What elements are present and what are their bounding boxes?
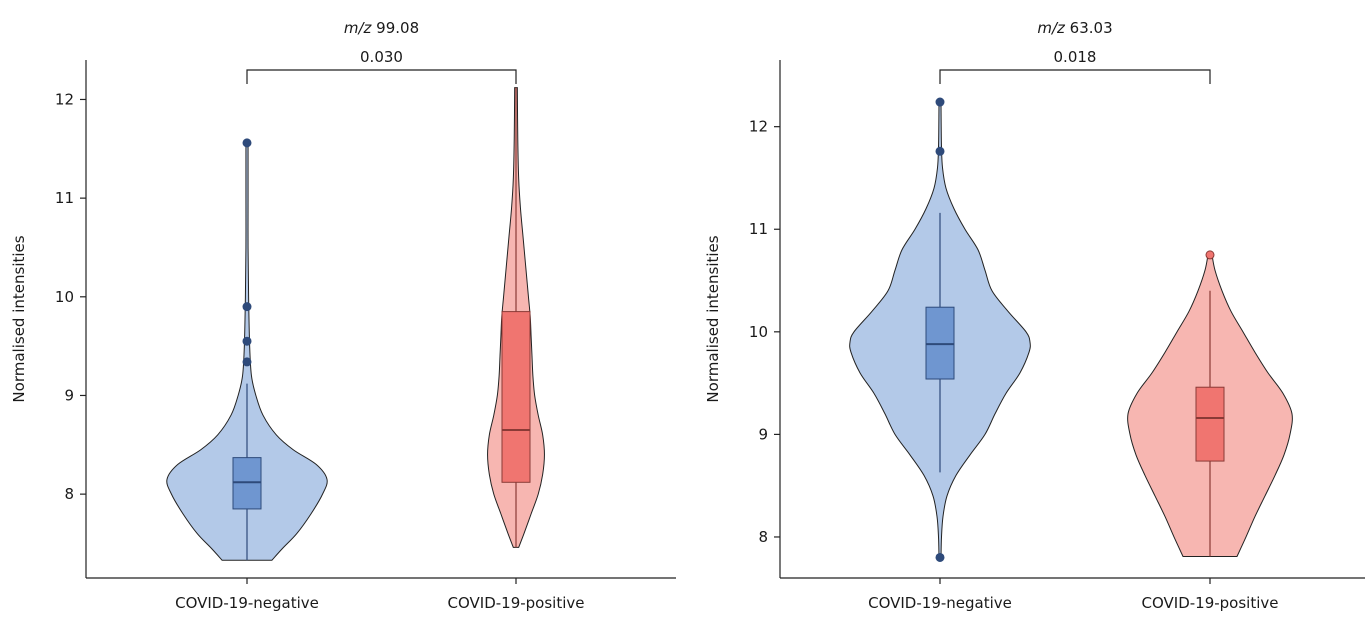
iqr-box (925, 306, 955, 380)
significance-bracket (246, 69, 517, 84)
violin-covid-19-negative (166, 138, 328, 561)
iqr-box (501, 311, 531, 483)
violin-panel-2: 8 9 10 11 12 Normalised intensities COVID-19-n… (704, 19, 1365, 612)
y-tick-label: 11 (55, 189, 74, 207)
outlier-point (1205, 250, 1215, 260)
violin-covid-19-positive (487, 87, 545, 548)
y-tick-label: 9 (758, 425, 768, 443)
outlier-point (242, 336, 252, 346)
panel-title: m/z 99.08 (344, 19, 419, 37)
violin-panel-1: 8 9 10 11 12 Normalised intensities COVID-19-n… (10, 19, 676, 612)
significance-bracket (939, 69, 1211, 84)
y-tick-label: 10 (749, 323, 768, 341)
x-tick-label: COVID-19-negative (868, 594, 1012, 612)
x-tick-label: COVID-19-negative (175, 594, 319, 612)
violin-covid-19-negative (849, 97, 1031, 562)
p-value-label: 0.018 (1054, 48, 1097, 66)
y-tick-label: 8 (758, 528, 768, 546)
x-tick-label: COVID-19-positive (448, 594, 585, 612)
p-value-label: 0.030 (360, 48, 403, 66)
outlier-point (242, 138, 252, 148)
outlier-point (935, 552, 945, 562)
x-tick-label: COVID-19-positive (1142, 594, 1279, 612)
outlier-point (935, 146, 945, 156)
y-tick-label: 8 (64, 485, 74, 503)
y-axis-label: Normalised intensities (704, 235, 722, 402)
iqr-box (1195, 386, 1225, 462)
y-tick-label: 10 (55, 288, 74, 306)
violin-covid-19-positive (1127, 250, 1293, 557)
y-tick-label: 11 (749, 220, 768, 238)
y-tick-label: 9 (64, 386, 74, 404)
y-tick-label: 12 (55, 90, 74, 108)
panel-title: m/z 63.03 (1037, 19, 1112, 37)
outlier-point (935, 97, 945, 107)
outlier-point (242, 302, 252, 312)
y-tick-label: 12 (749, 118, 768, 136)
outlier-point (242, 357, 252, 367)
y-axis-label: Normalised intensities (10, 235, 28, 402)
